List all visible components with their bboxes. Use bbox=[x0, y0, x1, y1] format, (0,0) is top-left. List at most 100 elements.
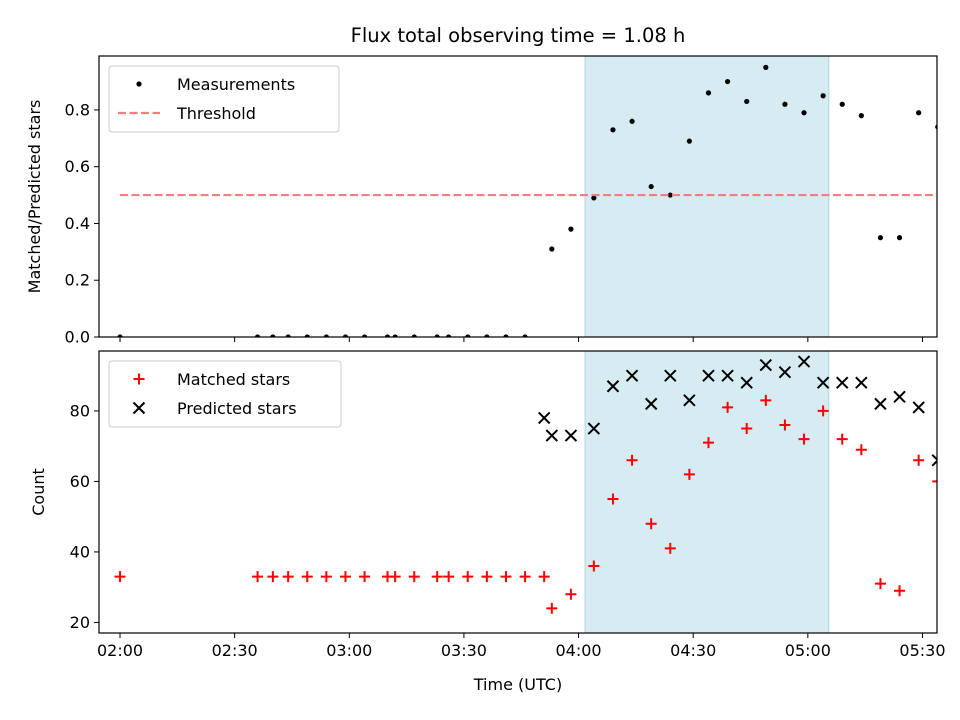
data-layer bbox=[117, 64, 937, 337]
matched-star-point bbox=[320, 571, 332, 583]
top-y-axis-label: Matched/Predicted stars bbox=[25, 100, 44, 294]
measurement-point bbox=[724, 78, 731, 85]
matched-star-point bbox=[645, 518, 657, 530]
top-panel: 0.0 0.2 0.4 0.6 0.8 Measurements Threshold bbox=[65, 55, 938, 347]
measurement-point bbox=[782, 101, 788, 107]
matched-star-point bbox=[301, 571, 313, 583]
measurement-point bbox=[117, 334, 123, 337]
measurement-point bbox=[484, 334, 490, 337]
measurement-point bbox=[763, 64, 769, 70]
measurement-point bbox=[667, 192, 673, 198]
matched-star-point bbox=[538, 571, 550, 583]
axes-frame bbox=[98, 350, 938, 634]
predicted-star-point bbox=[778, 365, 792, 379]
measurement-point bbox=[858, 113, 864, 119]
measurement-point bbox=[384, 334, 391, 337]
measurement-point bbox=[270, 334, 276, 337]
x-tick-label: 02:30 bbox=[212, 641, 258, 660]
x-tick-label: 05:00 bbox=[785, 641, 831, 660]
y-tick-label: 0.2 bbox=[65, 271, 90, 290]
matched-star-point bbox=[722, 401, 734, 413]
matched-star-point bbox=[855, 444, 867, 456]
matched-star-point bbox=[519, 571, 531, 583]
matched-star-point bbox=[462, 571, 474, 583]
measurement-point bbox=[820, 93, 826, 99]
predicted-star-point bbox=[545, 429, 559, 442]
matched-star-point bbox=[664, 542, 676, 554]
predicted-star-point bbox=[874, 397, 887, 411]
measurement-point bbox=[935, 124, 937, 130]
matched-star-point bbox=[817, 405, 829, 417]
matched-star-point bbox=[607, 493, 619, 505]
matched-star-point bbox=[894, 585, 906, 597]
data-layer bbox=[114, 355, 951, 614]
measurement-point bbox=[392, 334, 398, 337]
y-tick-label: 0.4 bbox=[65, 214, 90, 233]
predicted-star-point bbox=[855, 376, 868, 389]
predicted-star-point bbox=[644, 397, 658, 411]
matched-star-point bbox=[760, 394, 772, 406]
matched-star-point bbox=[408, 571, 420, 583]
predicted-star-point bbox=[816, 376, 830, 389]
matched-star-point bbox=[741, 423, 753, 435]
chart-title: Flux total observing time = 1.08 h bbox=[351, 24, 686, 47]
shaded-span bbox=[584, 350, 830, 634]
matched-star-point bbox=[702, 437, 714, 449]
measurement-point bbox=[285, 334, 291, 337]
predicted-star-point bbox=[893, 390, 906, 404]
matched-star-point bbox=[359, 571, 371, 583]
matched-star-point bbox=[500, 571, 512, 583]
x-tick-label: 04:30 bbox=[670, 641, 716, 660]
legend-box bbox=[108, 65, 340, 133]
matched-star-point bbox=[481, 571, 493, 583]
x-tick-label: 05:30 bbox=[899, 641, 945, 660]
measurement-point bbox=[896, 235, 903, 241]
matched-star-point bbox=[874, 578, 886, 590]
y-tick-label: 0.6 bbox=[65, 157, 90, 176]
shaded-span bbox=[584, 55, 830, 338]
measurement-point bbox=[629, 118, 635, 124]
legend-dot-marker bbox=[136, 81, 142, 87]
axes-frame bbox=[98, 55, 938, 338]
predicted-star-point bbox=[940, 571, 951, 582]
y-tick-label: 60 bbox=[70, 472, 90, 491]
legend-label: Threshold bbox=[176, 104, 256, 123]
measurement-point bbox=[465, 334, 471, 337]
legend-label: Predicted stars bbox=[177, 399, 297, 418]
matched-star-point bbox=[565, 588, 577, 600]
predicted-star-point bbox=[606, 380, 620, 393]
x-tick-label: 03:00 bbox=[326, 641, 372, 660]
matched-star-point bbox=[940, 578, 951, 589]
measurement-point bbox=[686, 138, 692, 144]
measurement-point bbox=[411, 334, 417, 337]
legend-label: Measurements bbox=[177, 75, 295, 94]
matched-star-point bbox=[588, 560, 600, 572]
matched-star-point bbox=[546, 602, 558, 614]
y-tick-label: 20 bbox=[70, 613, 90, 632]
predicted-star-point bbox=[721, 369, 734, 382]
measurement-point bbox=[361, 334, 368, 337]
measurement-point bbox=[304, 334, 310, 337]
predicted-star-point bbox=[797, 355, 811, 368]
matched-star-point bbox=[913, 454, 925, 466]
predicted-star-point bbox=[625, 369, 639, 382]
y-tick-label: 40 bbox=[70, 542, 90, 561]
measurement-point bbox=[610, 127, 616, 133]
predicted-star-point bbox=[759, 358, 773, 372]
matched-star-point bbox=[836, 433, 848, 445]
y-tick-label: 0.0 bbox=[65, 328, 90, 347]
y-tick-label: 0.8 bbox=[65, 100, 90, 119]
measurement-point bbox=[503, 334, 509, 337]
legend-box bbox=[108, 360, 342, 428]
matched-star-point bbox=[282, 571, 294, 583]
measurement-point bbox=[522, 334, 528, 337]
measurement-point bbox=[705, 90, 712, 96]
matched-star-point bbox=[267, 571, 279, 583]
matched-star-point bbox=[779, 419, 791, 431]
x-tick-label: 04:00 bbox=[556, 641, 602, 660]
measurement-point bbox=[801, 110, 807, 116]
legend-label: Matched stars bbox=[177, 370, 290, 389]
predicted-star-point bbox=[740, 376, 753, 389]
x-axis-label: Time (UTC) bbox=[473, 675, 562, 694]
